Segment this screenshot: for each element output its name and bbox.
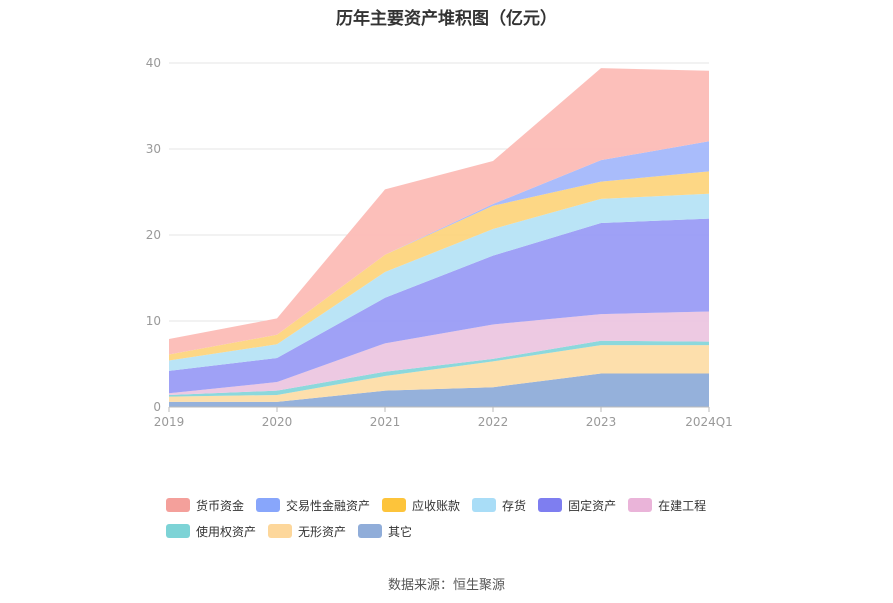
y-tick-label: 30 bbox=[146, 142, 161, 156]
area-series bbox=[169, 340, 709, 397]
legend-label: 应收账款 bbox=[412, 498, 461, 513]
y-tick-label: 10 bbox=[146, 314, 161, 328]
legend-swatch bbox=[472, 498, 497, 512]
area-series bbox=[169, 373, 709, 407]
legend-swatch bbox=[268, 524, 293, 538]
legend-swatch bbox=[166, 498, 190, 512]
area-series bbox=[169, 68, 709, 355]
chart-title: 历年主要资产堆积图（亿元） bbox=[336, 9, 557, 29]
legend-swatch bbox=[628, 498, 653, 512]
x-tick-label: 2019 bbox=[154, 415, 185, 429]
axes: 0 10 20 30 40 2019 2020 2021 2022 2023 2024Q1 bbox=[146, 56, 733, 429]
area-series bbox=[169, 193, 709, 371]
legend-label: 交易性金融资产 bbox=[286, 498, 371, 513]
legend-item[interactable]: 货币资金 bbox=[166, 497, 244, 514]
legend-label: 货币资金 bbox=[196, 498, 245, 513]
legend-item[interactable]: 存货 bbox=[472, 497, 526, 514]
legend-item[interactable]: 交易性金融资产 bbox=[256, 497, 370, 514]
legend-label: 使用权资产 bbox=[196, 524, 257, 539]
area-series bbox=[169, 141, 709, 355]
x-tick-label: 2022 bbox=[478, 415, 509, 429]
area-series bbox=[169, 218, 709, 394]
legend-label: 无形资产 bbox=[298, 524, 347, 539]
x-tick-label: 2023 bbox=[586, 415, 617, 429]
legend-label: 其它 bbox=[388, 524, 413, 539]
legend-row: 货币资金 交易性金融资产 应收账款 存货 固定资产 在建工程 bbox=[166, 494, 766, 516]
legend: 货币资金 交易性金融资产 应收账款 存货 固定资产 在建工程 使用权资产 无形资产 其它 bbox=[166, 494, 766, 546]
legend-item[interactable]: 应收账款 bbox=[382, 497, 460, 514]
y-tick-label: 40 bbox=[146, 56, 161, 70]
area-series bbox=[169, 171, 709, 361]
legend-item[interactable]: 在建工程 bbox=[628, 497, 706, 514]
legend-item[interactable]: 无形资产 bbox=[268, 523, 346, 540]
y-tick-label: 20 bbox=[146, 228, 161, 242]
legend-swatch bbox=[166, 524, 190, 538]
legend-swatch bbox=[256, 498, 281, 512]
legend-item[interactable]: 使用权资产 bbox=[166, 523, 256, 540]
legend-swatch bbox=[538, 498, 563, 512]
legend-item[interactable]: 其它 bbox=[358, 523, 412, 540]
area-layer bbox=[169, 68, 709, 407]
x-tick-label: 2020 bbox=[262, 415, 293, 429]
legend-label: 在建工程 bbox=[658, 498, 707, 513]
legend-label: 固定资产 bbox=[568, 498, 617, 513]
area-series bbox=[169, 345, 709, 402]
legend-item[interactable]: 固定资产 bbox=[538, 497, 616, 514]
legend-swatch bbox=[382, 498, 407, 512]
source-note: 数据来源：恒生聚源 bbox=[387, 578, 505, 593]
legend-label: 存货 bbox=[502, 498, 527, 513]
y-tick-label: 0 bbox=[153, 400, 161, 414]
x-tick-label: 2021 bbox=[370, 415, 401, 429]
legend-swatch bbox=[358, 524, 383, 538]
legend-row: 使用权资产 无形资产 其它 bbox=[166, 520, 766, 542]
x-tick-label: 2024Q1 bbox=[685, 415, 733, 429]
area-series bbox=[169, 311, 709, 395]
